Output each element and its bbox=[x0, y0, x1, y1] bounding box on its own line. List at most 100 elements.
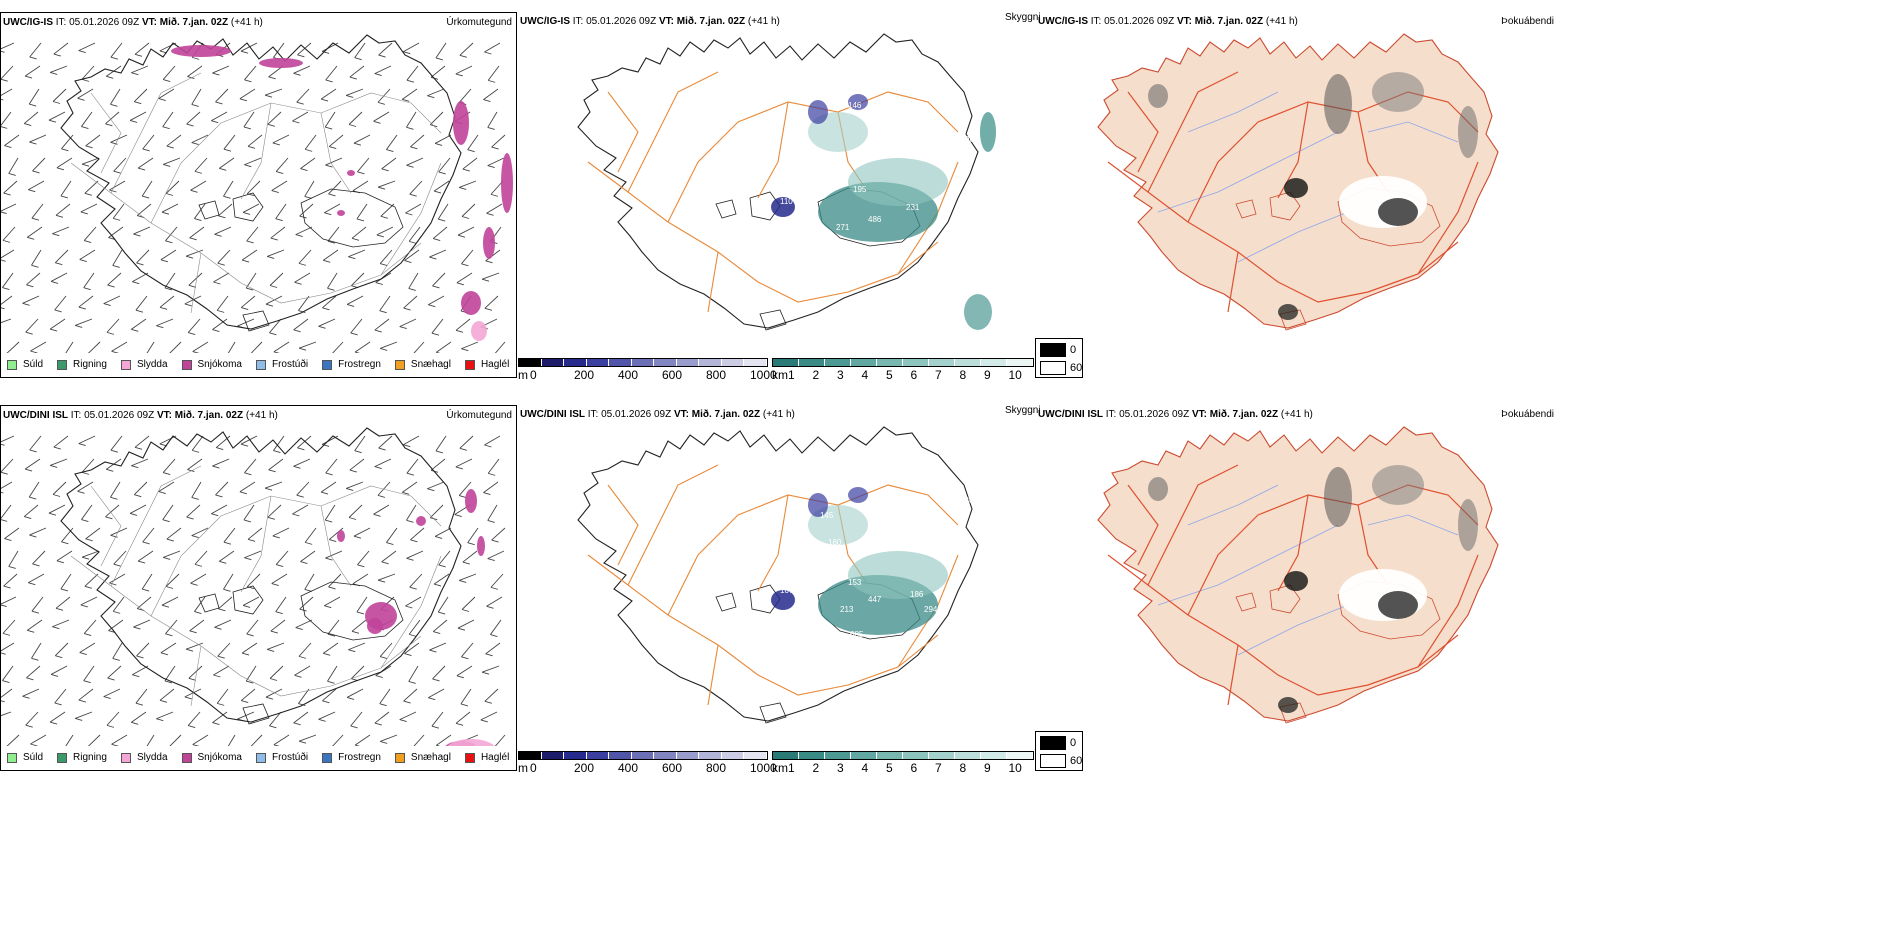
wind-barb bbox=[241, 642, 258, 654]
wind-barb-flag bbox=[190, 582, 198, 586]
wind-barb-flag bbox=[354, 744, 360, 746]
wind-barb bbox=[50, 65, 68, 73]
wind-barb-flag bbox=[276, 171, 284, 175]
terrain-high-area bbox=[808, 100, 828, 124]
wind-barb-flag bbox=[189, 630, 197, 634]
wind-barb-flag bbox=[269, 725, 277, 729]
wind-barb-flag bbox=[491, 146, 499, 150]
wind-barb bbox=[31, 642, 42, 659]
wind-barb-flag bbox=[54, 702, 62, 706]
wind-barb-flag bbox=[212, 72, 220, 76]
wind-barb-flag bbox=[461, 263, 469, 267]
wind-barb-flag bbox=[433, 583, 442, 587]
fog-area bbox=[1378, 198, 1418, 226]
wind-barb bbox=[2, 619, 16, 634]
wind-barb-flag bbox=[214, 626, 222, 630]
wind-barb-flag bbox=[408, 287, 416, 291]
colorbar-segment bbox=[1007, 752, 1033, 759]
vt-label: VT: bbox=[658, 16, 674, 27]
wind-barb bbox=[269, 272, 284, 286]
colorbar-tick: 3 bbox=[837, 761, 844, 775]
wind-barb-flag bbox=[163, 79, 171, 83]
colorbar-segment bbox=[851, 359, 877, 366]
wind-barb bbox=[54, 642, 69, 657]
legend-swatch-0 bbox=[1040, 343, 1066, 357]
wind-barb bbox=[50, 272, 68, 282]
wind-barb bbox=[81, 458, 95, 473]
wind-barb-flag bbox=[142, 148, 150, 152]
visibility-label: 186 bbox=[960, 496, 974, 505]
wind-barb bbox=[213, 272, 230, 283]
visibility-label: 195 bbox=[853, 185, 867, 194]
wind-barb-flag bbox=[351, 630, 360, 634]
wind-barb bbox=[191, 134, 209, 144]
precip-type-panel-row2: UWC/DINI ISL IT: 05.01.2026 09Z VT: Mið.… bbox=[0, 405, 517, 771]
wind-barb-flag bbox=[134, 446, 143, 450]
wind-barb bbox=[26, 272, 41, 286]
legend-swatch bbox=[120, 752, 131, 763]
wind-barb-flag bbox=[433, 631, 441, 635]
wind-barb-flag bbox=[3, 585, 11, 589]
wind-barb-flag bbox=[28, 189, 36, 193]
legend-label: Frostúði bbox=[271, 359, 309, 370]
wind-barb-flag bbox=[142, 588, 150, 592]
wind-barb-flag bbox=[55, 214, 64, 218]
wind-barb bbox=[406, 65, 419, 81]
wind-barb-flag bbox=[156, 325, 164, 329]
colorbar-segment bbox=[586, 752, 610, 759]
wind-barb-flag bbox=[346, 304, 355, 307]
visibility-label: 943 bbox=[988, 280, 1002, 289]
legend-item-súld: Súld bbox=[7, 359, 43, 370]
road bbox=[1127, 91, 1159, 173]
legend-label: Slydda bbox=[136, 752, 168, 763]
wind-barb bbox=[26, 619, 43, 631]
wind-barb bbox=[110, 481, 121, 498]
wind-barb-flag bbox=[129, 513, 138, 516]
wind-barb-flag bbox=[246, 240, 254, 244]
rivers bbox=[1157, 484, 1459, 656]
wind-barb bbox=[380, 203, 395, 217]
wind-barb-flag bbox=[106, 331, 115, 335]
road bbox=[150, 485, 442, 617]
colorbar-segment bbox=[877, 359, 903, 366]
wind-barb bbox=[299, 596, 314, 610]
colorbar-tick: 9 bbox=[984, 761, 991, 775]
road bbox=[110, 465, 202, 587]
fog-area bbox=[1378, 591, 1418, 619]
wind-barb-flag bbox=[163, 164, 171, 167]
wind-barb bbox=[409, 180, 423, 195]
road bbox=[380, 555, 442, 669]
colorbar-tick: 800 bbox=[706, 761, 727, 775]
wind-barb bbox=[191, 481, 202, 498]
road-network bbox=[70, 465, 442, 707]
wind-barb bbox=[109, 180, 126, 191]
wind-barb-flag bbox=[48, 119, 57, 123]
wind-barb bbox=[297, 435, 312, 449]
wind-barb bbox=[432, 619, 448, 632]
wind-barb bbox=[1, 481, 13, 489]
wind-barb bbox=[455, 318, 471, 331]
wind-barb-flag bbox=[4, 538, 12, 542]
terrain-high-area bbox=[771, 590, 795, 610]
wind-barb bbox=[494, 341, 506, 353]
wind-barb-flag bbox=[351, 237, 360, 241]
terrain-high-area bbox=[808, 493, 828, 517]
wind-barb-flag bbox=[246, 633, 254, 637]
wind-barb-flag bbox=[455, 466, 463, 470]
legend-label: Súld bbox=[23, 752, 44, 763]
wind-barb bbox=[56, 157, 73, 169]
road bbox=[1227, 251, 1239, 313]
road bbox=[150, 92, 442, 224]
wind-barb-flag bbox=[49, 721, 58, 725]
wind-barb-flag bbox=[137, 167, 146, 171]
wind-barb-flag bbox=[296, 101, 304, 105]
wind-barb-flag bbox=[299, 215, 307, 219]
wind-barb-flag bbox=[55, 655, 63, 659]
wind-barb bbox=[245, 272, 257, 289]
wind-barb-flag bbox=[297, 447, 305, 451]
wind-barb-flag bbox=[377, 494, 386, 498]
wind-barb-flag bbox=[377, 579, 386, 583]
wind-barb bbox=[294, 665, 311, 676]
wind-barb-flag bbox=[348, 124, 357, 127]
wind-barb bbox=[212, 318, 228, 330]
